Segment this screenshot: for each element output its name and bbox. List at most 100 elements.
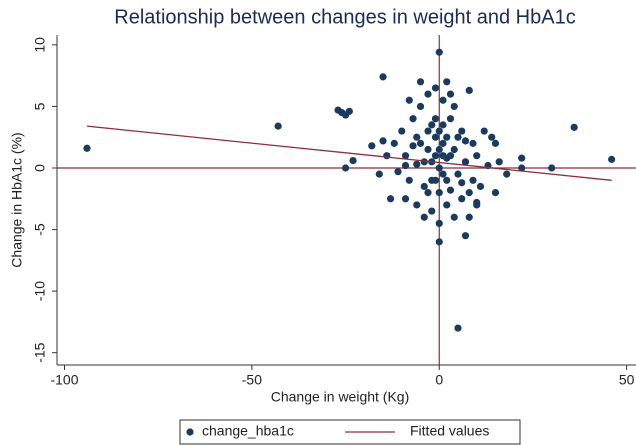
point [518, 154, 526, 162]
y-tick-label: 5 [32, 102, 48, 110]
point [443, 201, 451, 209]
point [439, 170, 447, 178]
point [450, 102, 458, 111]
point [428, 207, 436, 215]
point [405, 96, 413, 104]
point [480, 127, 488, 135]
point [401, 152, 410, 160]
point [416, 139, 425, 147]
x-axis-title: Change in weight (Kg) [271, 389, 410, 405]
point [383, 152, 391, 160]
point [431, 152, 440, 160]
point [274, 122, 282, 130]
point [454, 170, 462, 178]
point [458, 195, 466, 203]
point [439, 152, 447, 160]
point [473, 198, 481, 207]
point [375, 170, 383, 178]
legend-marker [186, 428, 194, 436]
point [424, 127, 432, 135]
point [405, 176, 413, 184]
point [420, 158, 428, 166]
point [390, 139, 398, 147]
x-tick-label: -100 [50, 372, 78, 388]
point [401, 161, 410, 170]
y-tick-label: -15 [32, 342, 48, 362]
point [428, 121, 436, 129]
point [465, 213, 473, 221]
point [439, 121, 447, 129]
point [491, 139, 500, 147]
y-tick-label: -10 [32, 281, 48, 301]
point [446, 186, 455, 194]
point [469, 139, 477, 147]
x-tick-label: 0 [435, 372, 443, 388]
point [458, 179, 466, 187]
point [416, 78, 425, 86]
point [518, 164, 526, 172]
y-axis-title: Change in HbA1c (%) [9, 132, 25, 267]
point [435, 145, 443, 154]
point [608, 155, 616, 163]
point [409, 142, 417, 150]
chart-title: Relationship between changes in weight a… [114, 6, 575, 28]
point [416, 102, 425, 111]
point [488, 133, 496, 141]
x-tick-label: 50 [619, 372, 635, 388]
point [465, 86, 473, 95]
point [469, 176, 477, 184]
point [450, 213, 458, 221]
point [570, 123, 578, 131]
point [424, 145, 432, 154]
point [439, 96, 447, 104]
point [465, 189, 473, 197]
point [503, 170, 511, 178]
point [443, 78, 451, 86]
point [435, 164, 443, 172]
point [413, 160, 421, 168]
point [413, 133, 421, 141]
point [439, 139, 447, 147]
point [454, 133, 462, 141]
point [424, 90, 432, 98]
point [394, 168, 402, 176]
point [431, 176, 440, 184]
point [446, 115, 455, 123]
point [461, 158, 470, 166]
point [435, 127, 443, 135]
y-tick-label: -5 [32, 223, 48, 236]
point [379, 73, 387, 81]
point [431, 84, 440, 92]
point [345, 107, 353, 115]
point [431, 133, 440, 141]
point [443, 133, 451, 141]
point [401, 195, 410, 203]
point [443, 176, 451, 184]
fitted-line [86, 125, 612, 181]
point [409, 115, 417, 123]
point [424, 189, 432, 197]
x-tick-label: -50 [242, 372, 262, 388]
point [379, 137, 387, 145]
point [491, 189, 500, 197]
legend-label: Fitted values [410, 423, 489, 439]
point [431, 115, 440, 123]
point [83, 144, 91, 152]
point [458, 127, 466, 135]
point [420, 182, 428, 191]
point [398, 127, 406, 135]
point [420, 213, 428, 221]
point [473, 152, 481, 160]
point [435, 219, 443, 227]
point [349, 156, 357, 165]
point [446, 90, 455, 98]
point [413, 201, 421, 209]
point [548, 164, 556, 172]
point [435, 48, 443, 56]
point [454, 324, 462, 332]
point [476, 182, 485, 191]
point [435, 238, 443, 246]
point [495, 158, 503, 166]
